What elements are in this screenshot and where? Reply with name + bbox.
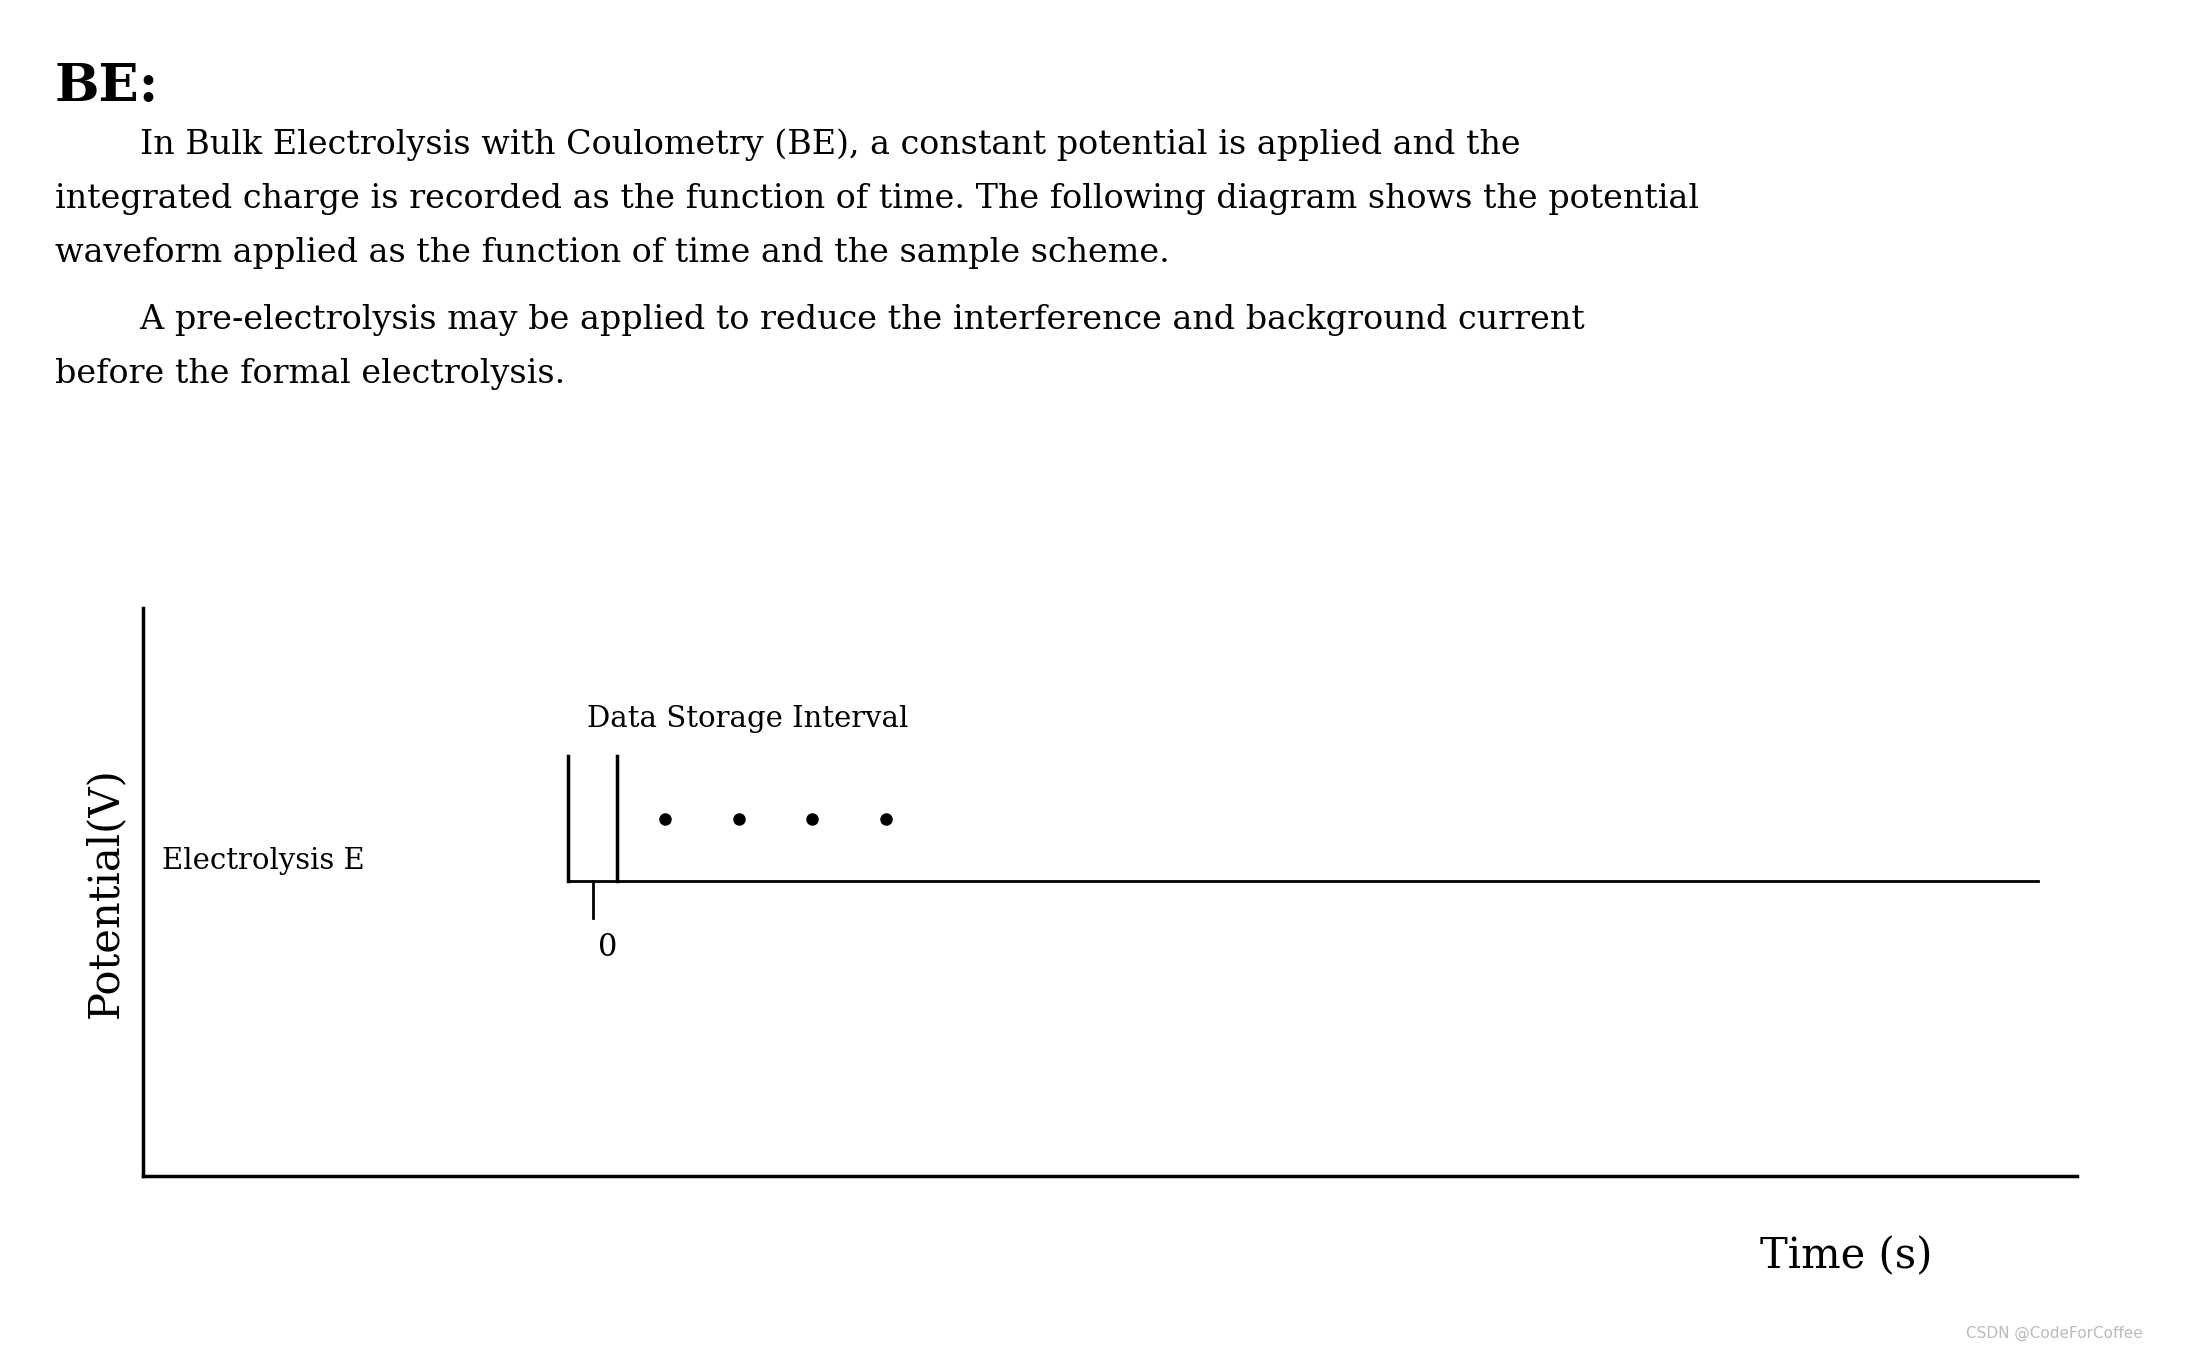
- Text: 0: 0: [598, 932, 618, 963]
- Text: A pre-electrolysis may be applied to reduce the interference and background curr: A pre-electrolysis may be applied to red…: [55, 304, 1585, 337]
- Text: integrated charge is recorded as the function of time. The following diagram sho: integrated charge is recorded as the fun…: [55, 183, 1699, 215]
- Text: Electrolysis E: Electrolysis E: [163, 848, 365, 875]
- Y-axis label: Potential(V): Potential(V): [84, 767, 125, 1018]
- Text: waveform applied as the function of time and the sample scheme.: waveform applied as the function of time…: [55, 237, 1169, 269]
- Text: BE:: BE:: [55, 61, 158, 112]
- Text: Data Storage Interval: Data Storage Interval: [587, 706, 908, 733]
- Text: Time (s): Time (s): [1761, 1236, 1932, 1278]
- Text: In Bulk Electrolysis with Coulometry (BE), a constant potential is applied and t: In Bulk Electrolysis with Coulometry (BE…: [55, 128, 1521, 161]
- Text: before the formal electrolysis.: before the formal electrolysis.: [55, 358, 565, 391]
- Text: CSDN @CodeForCoffee: CSDN @CodeForCoffee: [1967, 1326, 2143, 1341]
